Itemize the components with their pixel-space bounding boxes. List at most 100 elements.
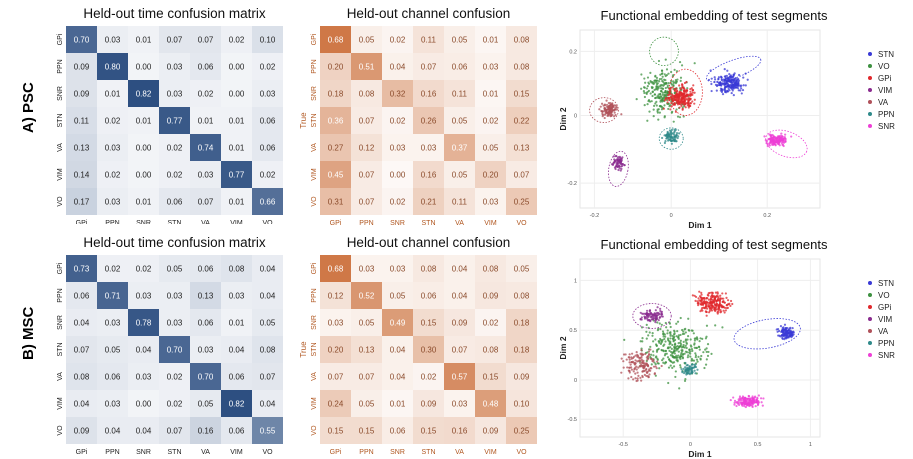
row-tick-label: VO <box>57 425 64 436</box>
cell-value-label: 0.02 <box>167 373 183 382</box>
row-tick-label: VO <box>311 425 318 436</box>
scatter-point <box>681 328 684 332</box>
scatter-point <box>687 335 690 338</box>
legend-marker <box>868 317 872 321</box>
scatter-point <box>621 156 624 159</box>
scatter-point <box>664 79 667 82</box>
heatmap-cell <box>66 309 97 336</box>
heatmap-cell <box>221 282 252 309</box>
scatter-point <box>673 349 676 353</box>
scatter-point <box>625 358 628 361</box>
heatmap-cell <box>159 363 190 390</box>
scatter-point <box>782 138 785 141</box>
heatmap-cell <box>66 390 97 417</box>
cell-value-label: 0.11 <box>74 117 90 126</box>
cell-value-label: 0.20 <box>328 63 344 72</box>
scatter-point <box>684 331 687 334</box>
scatter-point <box>677 350 680 353</box>
scatter-point <box>654 74 657 78</box>
scatter-point <box>682 330 685 333</box>
x-tick-label: 0.2 <box>763 213 771 219</box>
scatter-point <box>682 87 685 90</box>
scatter-point <box>775 328 778 331</box>
legend-label: STN <box>878 279 894 288</box>
cell-value-label: 0.08 <box>483 346 499 355</box>
scatter-point <box>672 365 676 368</box>
chart-title: Held-out time confusion matrix <box>83 235 266 250</box>
scatter-point <box>643 86 646 89</box>
cell-value-label: 0.09 <box>421 400 437 409</box>
scatter-point <box>656 79 659 82</box>
scatter-point <box>648 373 651 376</box>
cell-value-label: 0.03 <box>167 319 183 328</box>
heatmap-cell <box>320 336 351 363</box>
scatter-point <box>659 105 662 108</box>
scatter-point <box>672 103 676 106</box>
scatter-point <box>714 308 717 311</box>
heatmap-cell <box>66 26 97 53</box>
scatter-point <box>724 90 727 93</box>
scatter-point <box>711 291 714 294</box>
scatter-point <box>732 93 735 97</box>
scatter-point <box>694 295 698 299</box>
scatter-point <box>679 355 683 358</box>
scatter-point <box>703 296 706 300</box>
scatter-point <box>654 363 657 366</box>
cell-value-label: 0.10 <box>514 400 530 409</box>
scatter-point <box>628 353 631 356</box>
scatter-point <box>667 82 670 85</box>
heatmap-cell <box>475 309 506 336</box>
scatter-point <box>648 319 652 322</box>
cell-value-label: 0.03 <box>483 63 499 72</box>
scatter-point <box>613 115 616 118</box>
heatmap-cell <box>159 282 190 309</box>
scatter-point <box>730 91 733 95</box>
scatter-point <box>653 93 657 96</box>
y-tick-label: 1 <box>574 278 577 284</box>
scatter-point <box>689 350 692 353</box>
scatter-point <box>782 141 786 144</box>
scatter-point <box>660 95 663 98</box>
heatmap-cell <box>221 336 252 363</box>
scatter-point <box>650 357 653 360</box>
scatter-point <box>660 311 663 314</box>
scatter-point <box>691 88 695 92</box>
heatmap-cell <box>66 336 97 363</box>
heatmap-cell <box>444 336 475 363</box>
scatter-point <box>649 345 652 348</box>
scatter-point <box>675 140 678 143</box>
scatter-point <box>705 358 708 361</box>
cell-value-label: 0.05 <box>260 319 276 328</box>
cell-value-label: 0.01 <box>229 144 245 153</box>
scatter-point <box>705 307 709 310</box>
row-tick-label: SNR <box>57 86 64 101</box>
heatmap-cell <box>97 390 128 417</box>
scatter-point <box>657 108 660 111</box>
column-tick-label: SNR <box>390 220 405 227</box>
scatter-point <box>780 141 783 145</box>
scatter-point <box>688 369 691 373</box>
scatter-point <box>701 337 704 340</box>
cell-value-label: 0.03 <box>167 292 183 301</box>
heatmap-cell <box>475 53 506 80</box>
scatter-point <box>696 360 699 363</box>
heatmap-cell <box>506 390 537 417</box>
scatter-point <box>725 82 728 85</box>
heatmap-cell <box>382 161 413 188</box>
cell-value-label: 0.03 <box>198 346 214 355</box>
cell-value-label: 0.16 <box>452 427 468 436</box>
scatter-point <box>623 163 626 167</box>
scatter-point <box>745 397 748 401</box>
scatter-point <box>671 334 674 338</box>
scatter-point <box>670 83 674 86</box>
scatter-point <box>639 317 642 321</box>
scatter-point <box>669 337 672 340</box>
scatter-point <box>640 326 644 329</box>
scatter-point <box>688 348 691 351</box>
scatter-point <box>724 77 728 80</box>
scatter-point <box>693 369 696 372</box>
heatmap-cell <box>190 188 221 215</box>
scatter-point <box>615 162 618 166</box>
row-tick-label: VA <box>57 143 64 152</box>
scatter-point <box>673 128 676 131</box>
